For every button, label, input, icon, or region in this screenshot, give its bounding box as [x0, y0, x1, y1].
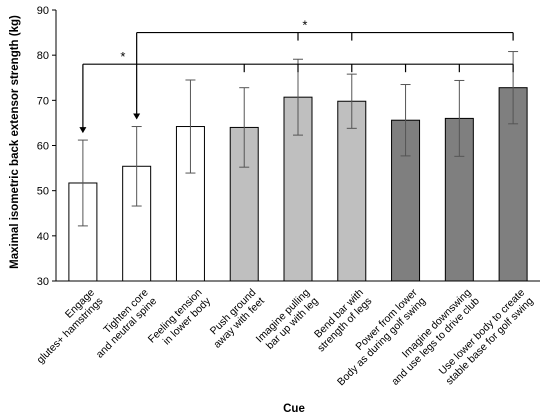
x-axis-title: Cue [283, 403, 305, 415]
y-tick-label: 30 [37, 276, 49, 288]
sig-star: * [120, 49, 125, 64]
y-tick-label: 70 [37, 95, 49, 107]
sig-arrow-head [79, 127, 87, 134]
y-tick-labels: 30 40 50 60 70 80 90 [37, 5, 56, 288]
sig-arrow-head [133, 113, 141, 120]
y-tick-label: 60 [37, 141, 49, 153]
bars-layer [68, 87, 528, 282]
y-tick-label: 40 [37, 231, 49, 243]
sig-star: * [302, 18, 307, 33]
significance-brackets: ** [79, 18, 514, 134]
bar [337, 100, 367, 282]
bar [229, 126, 259, 282]
y-tick-label: 80 [37, 50, 49, 62]
error-bars-layer [77, 51, 519, 227]
y-axis-title: Maximal isometric back extensor strength… [9, 15, 21, 269]
y-tick-label: 90 [37, 5, 49, 17]
y-tick-label: 50 [37, 186, 49, 198]
